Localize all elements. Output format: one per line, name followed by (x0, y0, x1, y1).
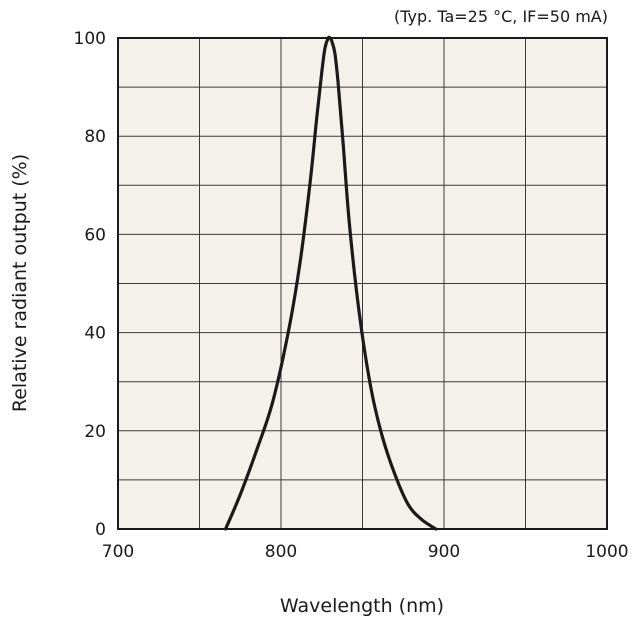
y-tick-label: 20 (84, 422, 106, 442)
y-tick-labels: 0 20 40 60 80 100 (74, 29, 106, 540)
x-tick-label: 900 (428, 542, 460, 562)
x-tick-labels: 700 800 900 1000 (102, 542, 629, 562)
spectrum-line (223, 35, 438, 531)
y-tick-label: 100 (74, 29, 106, 49)
x-tick-label: 1000 (585, 542, 628, 562)
y-axis-label: Relative radiant output (%) (9, 154, 31, 412)
chart-annotation: (Typ. Ta=25 °C, IF=50 mA) (394, 7, 608, 26)
x-tick-label: 800 (265, 542, 297, 562)
y-tick-label: 80 (84, 127, 106, 147)
y-tick-label: 60 (84, 225, 106, 245)
plot-frame (117, 37, 608, 530)
y-tick-label: 40 (84, 324, 106, 344)
x-axis-label: Wavelength (nm) (280, 595, 444, 617)
y-tick-label: 0 (95, 520, 106, 540)
x-tick-label: 700 (102, 542, 134, 562)
grid (118, 38, 607, 529)
